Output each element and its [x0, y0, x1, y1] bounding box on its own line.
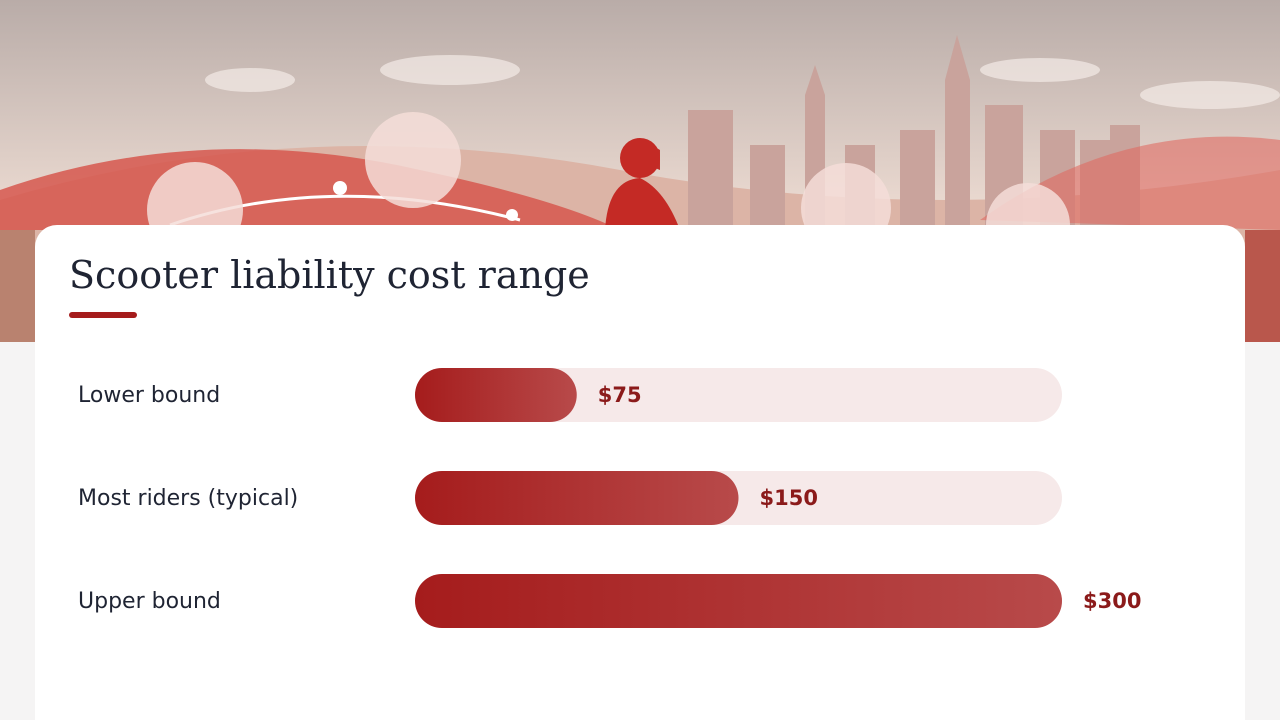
value-label: $150 [760, 486, 818, 510]
category-label: Upper bound [78, 589, 221, 614]
value-label: $300 [1083, 589, 1141, 613]
bar [415, 368, 577, 422]
bar [415, 574, 1062, 628]
title-underline [69, 312, 137, 318]
bar [415, 471, 739, 525]
value-label: $75 [598, 383, 642, 407]
bar-track [415, 368, 1062, 422]
chart-title: Scooter liability cost range [69, 253, 590, 297]
category-label: Lower bound [78, 383, 220, 408]
category-label: Most riders (typical) [78, 486, 298, 511]
